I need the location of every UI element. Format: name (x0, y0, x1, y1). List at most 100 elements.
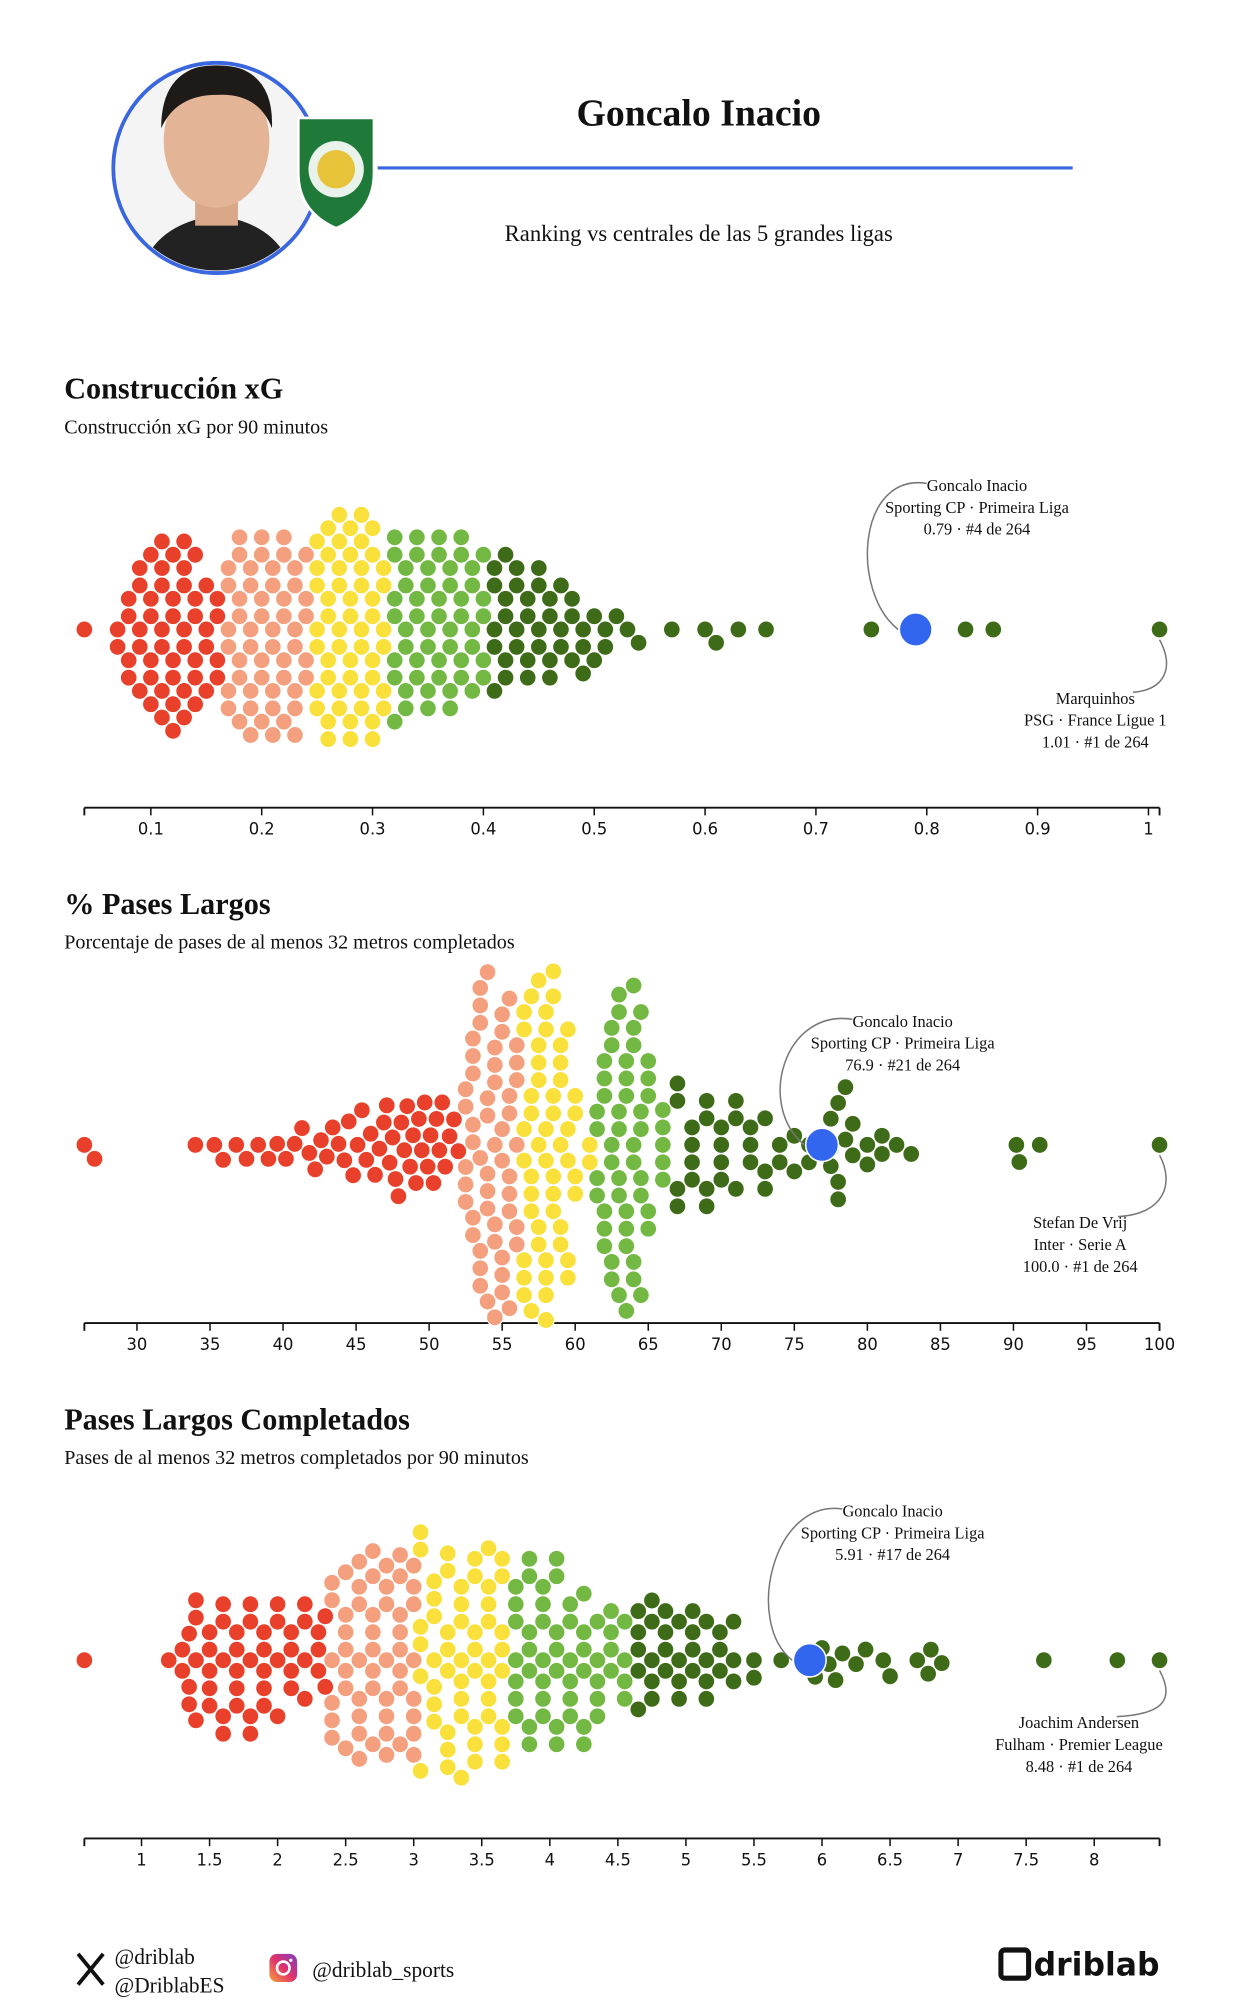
player-dot (377, 1556, 396, 1575)
player-dot (624, 976, 643, 995)
player-dot (175, 637, 193, 656)
player-dot (364, 1661, 382, 1680)
player-dot (241, 559, 260, 578)
player-dot (452, 1689, 471, 1708)
player-dot (319, 607, 338, 626)
player-dot (419, 559, 437, 578)
player-dot (741, 1118, 760, 1137)
player-dot (200, 1640, 219, 1659)
player-dot (186, 589, 205, 608)
player-dot (463, 637, 482, 656)
player-dot (712, 1118, 731, 1137)
player-dot (214, 1595, 232, 1614)
player-dot (563, 589, 581, 608)
player-dot (1150, 1651, 1169, 1670)
player-dot (629, 633, 648, 652)
player-dot (741, 1153, 760, 1172)
player-dot (624, 1252, 643, 1271)
player-dot (341, 589, 360, 608)
player-dot (186, 607, 205, 626)
player-dot (296, 1689, 314, 1708)
player-dot (214, 1150, 232, 1169)
player-dot (463, 681, 482, 700)
player-dot (438, 1758, 457, 1777)
player-dot (268, 1707, 287, 1726)
player-dot (208, 607, 227, 626)
player-dot (670, 1672, 688, 1691)
x-tick-label: 80 (857, 1335, 878, 1354)
player-dot (881, 1667, 899, 1686)
player-dot (518, 668, 537, 687)
player-dot (656, 1602, 675, 1621)
player-dot (286, 576, 304, 595)
player-dot (330, 681, 349, 700)
player-dot (200, 1623, 219, 1642)
player-dot (130, 637, 149, 656)
player-dot (142, 545, 160, 564)
player-dot (559, 1268, 577, 1287)
player-dot (407, 1174, 425, 1193)
player-dot (286, 620, 304, 639)
player-dot (500, 1167, 519, 1186)
player-dot (493, 1005, 511, 1024)
player-dot (520, 1735, 539, 1754)
player-dot (836, 1130, 855, 1149)
player-dot (547, 1623, 566, 1642)
player-dot (108, 620, 127, 639)
player-dot (727, 1091, 745, 1110)
highlight-team: Sporting CP · Primeira Liga (801, 1523, 985, 1542)
player-dot (486, 1232, 504, 1251)
player-dot (507, 1053, 526, 1072)
player-dot (452, 1651, 471, 1670)
player-dot (159, 1651, 178, 1670)
player-dot (377, 1707, 396, 1726)
player-dot (624, 1036, 643, 1055)
x-tick-label: 35 (200, 1335, 221, 1354)
player-dot (471, 1276, 490, 1295)
player-dot (386, 1170, 405, 1189)
player-dot (352, 576, 371, 595)
player-dot (544, 1184, 563, 1203)
player-dot (175, 576, 193, 595)
player-dot (377, 1595, 396, 1614)
player-dot (363, 730, 382, 749)
player-dot (585, 607, 604, 626)
player-dot (241, 620, 260, 639)
player-dot (500, 1184, 519, 1203)
player-dot (252, 668, 271, 687)
x-tick-label: 5.5 (741, 1850, 767, 1869)
player-dot (408, 545, 426, 564)
player-dot (602, 1602, 620, 1621)
player-dot (319, 519, 338, 538)
player-dot (175, 532, 193, 551)
player-dot (518, 651, 537, 670)
player-dot (197, 637, 216, 656)
player-dot (474, 651, 493, 670)
player-dot (932, 1654, 951, 1673)
player-dot (712, 1135, 731, 1154)
player-dot (425, 1589, 443, 1608)
player-dot (529, 971, 548, 990)
player-dot (683, 1135, 701, 1154)
player-dot (404, 1707, 423, 1726)
player-dot (537, 1003, 555, 1022)
player-dot (478, 1199, 497, 1218)
player-dot (268, 1134, 286, 1153)
player-dot (408, 607, 426, 626)
player-dot (1108, 1651, 1127, 1670)
leader-connector (1117, 1154, 1167, 1218)
player-dot (585, 651, 604, 670)
leader-label: 8.48 · #1 de 264 (1026, 1757, 1133, 1776)
player-dot (130, 559, 149, 578)
player-dot (396, 681, 415, 700)
player-dot (230, 712, 249, 731)
highlight-connector (866, 482, 927, 631)
player-dot (515, 1151, 533, 1170)
player-dot (887, 1135, 906, 1154)
player-dot (438, 1723, 457, 1742)
player-dot (252, 589, 271, 608)
x-tick-label: 0.3 (360, 819, 386, 838)
player-dot (507, 1218, 526, 1237)
player-dot (187, 1651, 205, 1670)
player-dot (370, 1139, 389, 1158)
